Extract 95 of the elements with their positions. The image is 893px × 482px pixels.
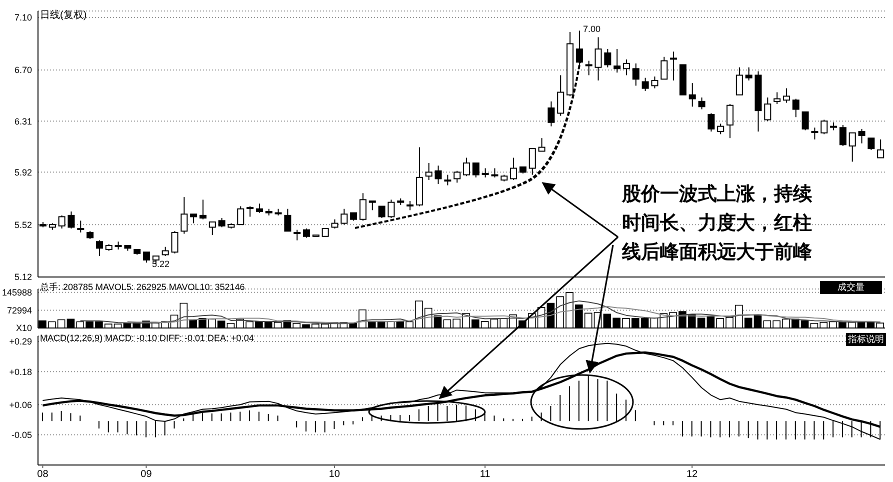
candlestick bbox=[858, 128, 866, 144]
candlestick bbox=[246, 206, 254, 218]
candlestick bbox=[491, 168, 498, 178]
candlestick bbox=[454, 170, 461, 184]
x-tick-label: 09 bbox=[140, 469, 152, 480]
candlestick bbox=[708, 112, 715, 132]
candlestick bbox=[96, 240, 103, 257]
candlestick bbox=[425, 162, 432, 181]
candlestick bbox=[614, 48, 621, 74]
candlestick bbox=[764, 96, 772, 122]
candlestick bbox=[774, 92, 781, 105]
y-tick-label: X10 bbox=[16, 323, 32, 334]
annotation: 5.22 bbox=[152, 259, 170, 269]
candlestick bbox=[237, 206, 244, 226]
candlestick bbox=[548, 100, 555, 127]
y-tick-label: 5.12 bbox=[14, 272, 32, 282]
candlestick bbox=[406, 200, 414, 211]
candlestick bbox=[162, 246, 169, 257]
x-tick-label: 12 bbox=[686, 469, 698, 480]
candlestick bbox=[190, 214, 198, 224]
candlestick bbox=[171, 230, 178, 254]
candlestick bbox=[303, 228, 310, 238]
candlestick bbox=[594, 36, 602, 81]
line-series bbox=[42, 342, 881, 440]
candlestick bbox=[180, 196, 188, 234]
candlestick bbox=[557, 74, 564, 116]
candlestick bbox=[811, 127, 818, 140]
candlestick bbox=[58, 214, 66, 230]
x-tick-label: 08 bbox=[37, 469, 49, 480]
candlestick bbox=[745, 66, 752, 81]
candlestick bbox=[792, 98, 800, 118]
y-tick-label: 6.70 bbox=[14, 65, 32, 76]
candlestick bbox=[218, 218, 226, 228]
candlestick bbox=[434, 165, 442, 184]
candlestick bbox=[331, 218, 338, 230]
annotation: MACD(12,26,9) MACD: -0.10 DIFF: -0.01 DEA: +0.04 bbox=[40, 333, 254, 343]
y-tick-label: 5.92 bbox=[14, 167, 32, 178]
y-tick-label: 72994 bbox=[6, 305, 32, 316]
candlestick bbox=[463, 157, 470, 177]
y-tick-label: 5.52 bbox=[14, 220, 32, 230]
candlestick bbox=[717, 123, 724, 135]
candlestick bbox=[378, 206, 386, 219]
y-tick-label: 145988 bbox=[2, 288, 32, 298]
annotation: 7.00 bbox=[583, 24, 601, 34]
candlestick bbox=[444, 174, 452, 186]
candlestick bbox=[472, 162, 480, 178]
y-tick-label: 6.31 bbox=[14, 116, 32, 126]
candlestick bbox=[538, 138, 546, 152]
y-tick-label: +0.29 bbox=[9, 336, 32, 347]
candlestick bbox=[208, 221, 216, 236]
candlestick bbox=[802, 111, 809, 131]
candlestick bbox=[77, 220, 84, 233]
candlestick bbox=[284, 208, 292, 232]
annotation: 总手: 208785 MAVOL5: 262925 MAVOL10: 352146 bbox=[40, 281, 245, 294]
candlestick bbox=[848, 132, 856, 162]
candlestick bbox=[782, 88, 790, 104]
candlestick bbox=[670, 51, 678, 81]
candlestick bbox=[68, 210, 75, 230]
y-tick-label: +0.18 bbox=[9, 366, 32, 377]
candlestick bbox=[482, 168, 489, 178]
candlestick bbox=[660, 56, 668, 80]
candlestick bbox=[143, 252, 150, 264]
candlestick bbox=[651, 76, 658, 89]
y-tick-label: -0.05 bbox=[11, 430, 32, 440]
annotation: 股价一波式上涨，持续时间长、力度大，红柱线后峰面积远大于前峰 bbox=[622, 182, 813, 265]
candlestick bbox=[736, 66, 743, 96]
candlestick bbox=[698, 96, 706, 110]
candlestick bbox=[632, 62, 640, 86]
candlestick bbox=[510, 157, 518, 181]
volume-tab: 成交量 bbox=[820, 281, 882, 294]
candlestick bbox=[726, 104, 734, 139]
candlestick bbox=[622, 58, 630, 76]
annotation: 日线(复权) bbox=[40, 8, 87, 22]
indicator-tab: 指标说明 bbox=[846, 333, 886, 346]
candlestick bbox=[839, 124, 846, 146]
x-tick-label: 10 bbox=[328, 469, 340, 480]
y-tick-label: 7.10 bbox=[14, 12, 32, 23]
candlestick bbox=[820, 119, 828, 135]
candlestick bbox=[294, 229, 301, 241]
candlestick bbox=[199, 199, 206, 220]
candlestick bbox=[256, 203, 263, 214]
candlestick bbox=[868, 138, 875, 150]
candlestick bbox=[877, 138, 884, 158]
candlestick bbox=[585, 60, 592, 76]
candlestick bbox=[642, 77, 649, 92]
line-series bbox=[126, 306, 881, 324]
candlestick bbox=[359, 192, 366, 222]
candlestick bbox=[388, 199, 395, 219]
x-tick-label: 11 bbox=[480, 469, 491, 480]
candlestick bbox=[368, 200, 376, 211]
y-tick-label: +0.06 bbox=[9, 400, 32, 410]
candlestick bbox=[604, 48, 612, 68]
candlestick bbox=[528, 148, 536, 176]
candlestick bbox=[688, 82, 696, 108]
candlestick bbox=[340, 208, 348, 226]
